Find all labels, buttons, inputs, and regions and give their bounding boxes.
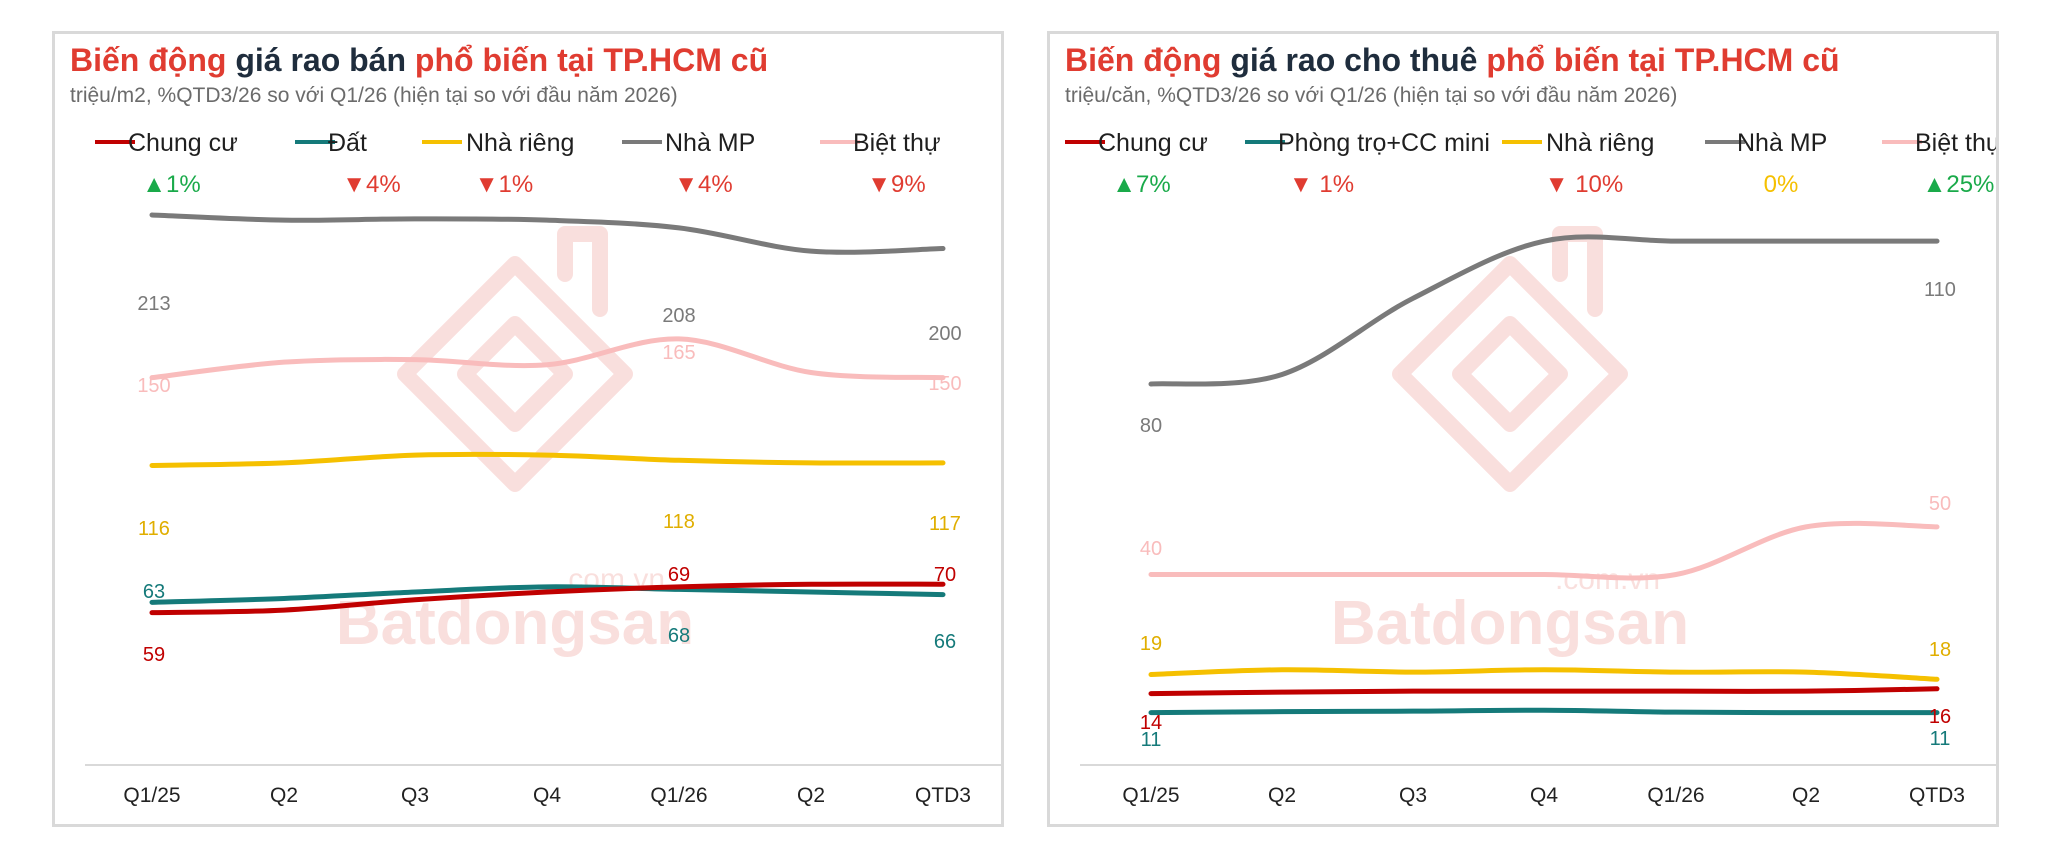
data-label-nha-rieng: 118: [663, 511, 695, 533]
data-label-dat: 63: [143, 581, 165, 603]
data-label-dat: 68: [668, 625, 690, 647]
legend-label: Nhà riêng: [466, 129, 574, 157]
legend-label: Nhà MP: [1737, 129, 1827, 157]
data-label-biet-thu: 165: [662, 342, 695, 364]
series-line-nha-rieng: [1148, 667, 1940, 682]
change-pct-dat: ▼4%: [342, 171, 400, 198]
legend-item-dat: Đất: [295, 129, 367, 157]
series-line-biet-thu: [1148, 520, 1940, 581]
series-line-biet-thu: [149, 336, 946, 381]
data-label-nha-rieng: 116: [138, 518, 170, 540]
chart-plot-rent: Q1/25 Q2 Q3 Q4 Q1/26 Q2 QTD3 Chung cư ▲7% Phòng t…: [1065, 129, 1999, 807]
legend-item-biet-thu: Biệt thự: [1882, 129, 1999, 157]
data-label-nha-rieng: 18: [1929, 639, 1951, 661]
series-line-nha-mp: [1148, 234, 1940, 387]
legend-item-biet-thu: Biệt thự: [820, 129, 941, 157]
legend-label: Nhà MP: [665, 129, 755, 157]
change-pct-phong-tro-cc-mini: ▼ 1%: [1289, 171, 1354, 198]
change-pct-biet-thu: ▼9%: [867, 171, 925, 198]
change-pct-nha-mp: ▼4%: [674, 171, 732, 198]
series-line-nha-mp: [149, 212, 946, 255]
title-part-1: Biến động: [1065, 42, 1222, 78]
chart-title: Biến động giá rao cho thuê phổ biến tại …: [1065, 42, 1840, 79]
legend-label: Chung cư: [1098, 129, 1208, 157]
data-label-nha-rieng: 117: [929, 513, 961, 535]
x-tick-label: Q2: [797, 784, 825, 807]
legend-label: Đất: [328, 129, 367, 157]
data-label-nha-mp: 213: [137, 293, 170, 315]
title-part-3: phổ biến tại TP.HCM cũ: [1486, 42, 1840, 78]
data-label-phong-tro-cc-mini: 11: [1930, 728, 1951, 750]
data-label-nha-mp: 208: [662, 305, 695, 327]
data-label-chung-cu: 70: [934, 564, 956, 586]
x-tick-label: Q1/26: [1647, 784, 1704, 807]
data-label-nha-rieng: 19: [1140, 633, 1162, 655]
title-part-2: giá rao cho thuê: [1221, 42, 1487, 78]
legend-item-nha-mp: Nhà MP: [622, 129, 755, 157]
change-pct-biet-thu: ▲25%: [1923, 171, 1995, 198]
change-pct-chung-cu: ▲1%: [142, 171, 200, 198]
data-label-nha-mp: 110: [1924, 279, 1956, 301]
x-tick-label: Q1/25: [123, 784, 180, 807]
data-label-nha-mp: 80: [1140, 415, 1162, 437]
title-part-3: phổ biến tại TP.HCM cũ: [414, 42, 769, 78]
data-label-phong-tro-cc-mini: 11: [1141, 729, 1162, 751]
legend-label: Biệt thự: [1915, 129, 1999, 157]
legend-item-chung-cu: Chung cư: [1065, 129, 1208, 157]
data-label-biet-thu: 40: [1140, 538, 1162, 560]
x-tick-label: Q3: [401, 784, 429, 807]
x-tick-label: QTD3: [915, 784, 971, 807]
legend-label: Chung cư: [128, 129, 238, 157]
title-part-1: Biến động: [70, 42, 227, 78]
x-tick-label: Q3: [1399, 784, 1427, 807]
chart-title: Biến động giá rao bán phổ biến tại TP.HC…: [70, 42, 768, 79]
chart-panel-sale: Biến động giá rao bán phổ biến tại TP.HC…: [52, 31, 1004, 827]
legend-label: Phòng trọ+CC mini: [1278, 129, 1490, 157]
data-label-biet-thu: 50: [1929, 493, 1951, 515]
chart-subtitle: triệu/căn, %QTD3/26 so với Q1/26 (hiện t…: [1065, 84, 1678, 107]
legend-item-nha-mp: Nhà MP: [1705, 129, 1827, 157]
x-tick-label: Q2: [1268, 784, 1296, 807]
series-line-chung-cu: [149, 581, 946, 616]
chart-subtitle: triệu/m2, %QTD3/26 so với Q1/26 (hiện tạ…: [70, 84, 678, 107]
chart-panel-rent: Biến động giá rao cho thuê phổ biến tại …: [1047, 31, 1999, 827]
legend-item-chung-cu: Chung cư: [95, 129, 238, 157]
change-pct-nha-mp: 0%: [1764, 171, 1799, 198]
x-tick-label: QTD3: [1909, 784, 1965, 807]
data-label-biet-thu: 150: [928, 373, 961, 395]
legend-item-nha-rieng: Nhà riêng: [422, 129, 574, 157]
series-line-nha-rieng: [149, 451, 946, 468]
x-tick-label: Q2: [270, 784, 298, 807]
x-tick-label: Q4: [1530, 784, 1558, 807]
x-tick-label: Q4: [533, 784, 561, 807]
data-label-chung-cu: 69: [668, 564, 690, 586]
data-label-chung-cu: 59: [143, 644, 165, 666]
legend-label: Biệt thự: [853, 129, 941, 157]
series-line-chung-cu: [1148, 686, 1940, 697]
legend-label: Nhà riêng: [1546, 129, 1654, 157]
data-label-nha-mp: 200: [928, 323, 961, 345]
series-line-phong-tro-cc-mini: [1148, 707, 1940, 716]
data-label-dat: 66: [934, 631, 956, 653]
x-tick-label: Q2: [1792, 784, 1820, 807]
change-pct-chung-cu: ▲7%: [1112, 171, 1170, 198]
title-part-2: giá rao bán: [226, 42, 415, 78]
data-label-biet-thu: 150: [137, 375, 170, 397]
x-tick-label: Q1/26: [650, 784, 707, 807]
data-label-chung-cu: 14: [1140, 712, 1162, 734]
change-pct-nha-rieng: ▼1%: [475, 171, 533, 198]
data-label-chung-cu: 16: [1929, 706, 1951, 728]
chart-plot-sale: Q1/25 Q2 Q3 Q4 Q1/26 Q2 QTD3 Chung cư ▲1% Đất ▼4% N…: [85, 129, 1001, 807]
legend-item-phong-tro-cc-mini: Phòng trọ+CC mini: [1245, 129, 1490, 157]
legend-item-nha-rieng: Nhà riêng: [1502, 129, 1654, 157]
series-line-dat: [149, 584, 946, 605]
x-tick-label: Q1/25: [1122, 784, 1179, 807]
change-pct-nha-rieng: ▼ 10%: [1545, 171, 1623, 198]
